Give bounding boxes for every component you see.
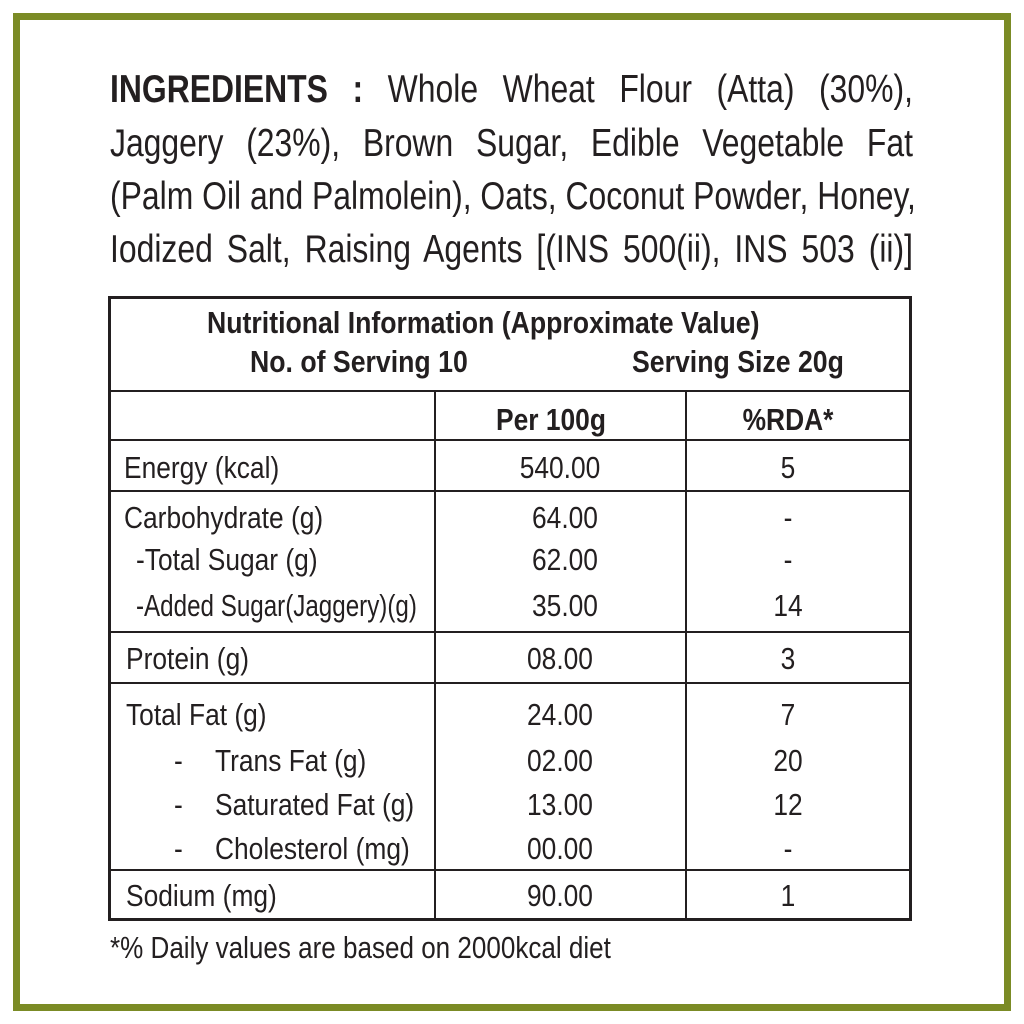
page-border	[13, 13, 1011, 1011]
nutrient-name: Sodium (mg)	[126, 878, 277, 913]
servings-count: No. of Serving 10	[250, 344, 468, 379]
serving-size: Serving Size 20g	[632, 344, 844, 379]
divider	[108, 869, 912, 871]
divider	[108, 631, 912, 633]
per100g-value: 24.00	[527, 697, 593, 732]
nutrient-name: Cholesterol (mg)	[215, 831, 410, 866]
column-header-per100g: Per 100g	[496, 402, 606, 437]
per100g-value: 90.00	[527, 878, 593, 913]
nutrient-name: Saturated Fat (g)	[215, 787, 415, 822]
rda-value: 20	[773, 743, 803, 778]
divider	[108, 390, 912, 392]
nutrition-table	[108, 296, 912, 921]
per100g-value: 64.00	[532, 500, 598, 535]
rda-value: 12	[773, 787, 803, 822]
per100g-value: 35.00	[532, 588, 598, 623]
nutrient-name: -Added Sugar(Jaggery)(g)	[136, 588, 417, 623]
per100g-value: 08.00	[527, 641, 593, 676]
nutrient-name: Carbohydrate (g)	[124, 500, 324, 535]
ingredients-line: Whole Wheat Flour (Atta) (30%),	[387, 68, 913, 111]
per100g-value: 00.00	[527, 831, 593, 866]
nutrient-name: Trans Fat (g)	[215, 743, 367, 778]
rda-value: 14	[773, 588, 803, 623]
rda-value: -	[783, 500, 793, 535]
footnote: *% Daily values are based on 2000kcal di…	[110, 930, 611, 965]
per100g-value: 13.00	[527, 787, 593, 822]
rda-value: 3	[780, 641, 796, 676]
column-header-rda: %RDA*	[742, 402, 834, 437]
dash: -	[174, 831, 183, 866]
divider	[434, 392, 436, 921]
nutrient-name: Energy (kcal)	[124, 450, 280, 485]
rda-value: 7	[780, 697, 796, 732]
per100g-value: 540.00	[519, 450, 601, 485]
rda-value: 1	[780, 878, 796, 913]
rda-value: 5	[780, 450, 796, 485]
ingredients-line: (Palm Oil and Palmolein), Oats, Coconut …	[110, 175, 916, 218]
ingredients-line: Iodized Salt, Raising Agents [(INS 500(i…	[110, 228, 913, 271]
ingredients-label: INGREDIENTS :	[110, 68, 364, 111]
divider	[108, 682, 912, 684]
divider	[108, 439, 912, 441]
ingredients-line: Jaggery (23%), Brown Sugar, Edible Veget…	[110, 122, 913, 165]
nutrient-name: Total Fat (g)	[126, 697, 267, 732]
rda-value: -	[783, 831, 793, 866]
per100g-value: 02.00	[527, 743, 593, 778]
nutrient-name: -Total Sugar (g)	[136, 542, 318, 577]
nutrient-name: Protein (g)	[126, 641, 250, 676]
dash: -	[174, 743, 183, 778]
divider	[108, 490, 912, 492]
table-title: Nutritional Information (Approximate Val…	[207, 305, 760, 340]
dash: -	[174, 787, 183, 822]
per100g-value: 62.00	[532, 542, 598, 577]
rda-value: -	[783, 542, 793, 577]
divider	[685, 392, 687, 921]
